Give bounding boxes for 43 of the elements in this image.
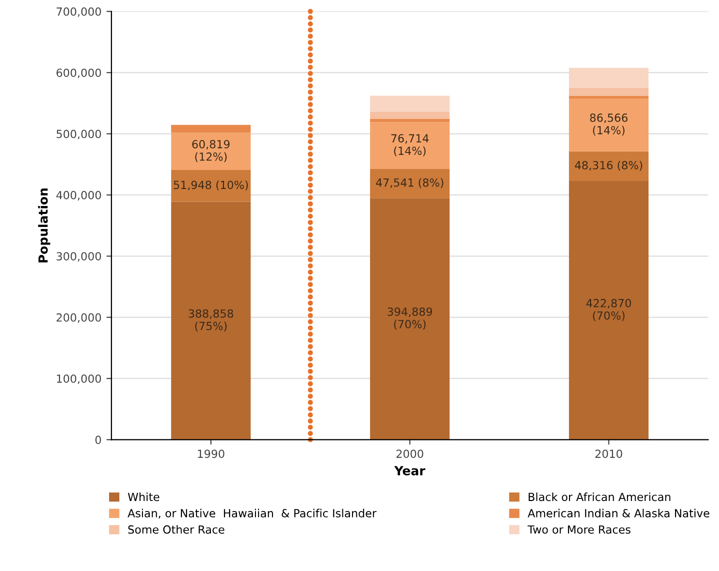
y-tick-label: 700,000 (56, 7, 101, 17)
y-tick-label: 100,000 (56, 374, 101, 384)
bar (568, 68, 649, 88)
x-tick-label: 2010 (595, 450, 622, 458)
y-tick-label: 400,000 (56, 190, 101, 200)
data-label: 394,889 (70%) (388, 307, 432, 330)
legend-label: Some Other Race (128, 525, 224, 534)
y-tick-label: 200,000 (56, 313, 101, 323)
bar (370, 119, 450, 122)
bar (370, 169, 450, 198)
data-label: 47,541 (8%) (376, 178, 444, 188)
legend-label: Black or African American (528, 492, 670, 502)
data-label: 76,714 (14%) (391, 134, 429, 156)
bar (370, 122, 450, 169)
y-axis-title: Population (38, 188, 50, 262)
bar (171, 124, 251, 133)
x-tick-label: 2000 (396, 450, 424, 458)
y-tick-label: 600,000 (56, 68, 101, 78)
bar (171, 170, 251, 202)
data-label: 51,948 (10%) (174, 180, 248, 190)
data-label: 422,870 (70%) (586, 298, 631, 322)
y-tick-label: 0 (95, 436, 101, 444)
bar (370, 96, 450, 112)
bar (370, 112, 450, 120)
legend-label: Asian, or Native Hawaiian & Pacific Islander (128, 508, 377, 519)
y-tick-label: 300,000 (56, 252, 101, 262)
data-label: 86,566 (14%) (590, 114, 628, 136)
legend-label: Two or More Races (528, 525, 630, 534)
bar (568, 88, 649, 96)
bar (171, 202, 251, 440)
legend-label: White (128, 492, 160, 502)
data-label: 60,819 (12%) (192, 140, 230, 162)
bar (370, 198, 450, 440)
y-tick-label: 500,000 (56, 130, 101, 140)
bar (568, 180, 649, 440)
x-tick-label: 1990 (198, 450, 224, 458)
data-label: 388,858 (75%) (188, 309, 234, 332)
bar (568, 98, 649, 152)
bar (568, 151, 649, 181)
x-axis-title: Year (394, 466, 426, 476)
data-label: 48,316 (8%) (574, 160, 642, 171)
bar (171, 132, 251, 170)
legend-label: American Indian & Alaska Native (528, 508, 710, 518)
